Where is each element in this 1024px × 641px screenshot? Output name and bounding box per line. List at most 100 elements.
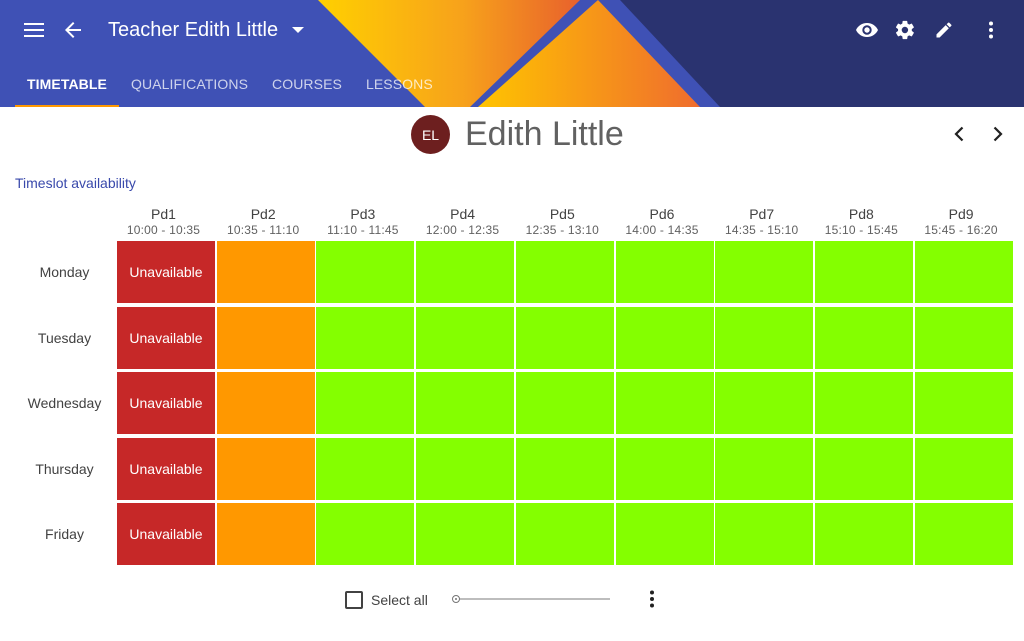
timeslot-cell[interactable]: Unavailable: [117, 306, 215, 369]
timeslot-cell[interactable]: [515, 241, 614, 303]
person-name: Edith Little: [465, 115, 624, 153]
slider-thumb[interactable]: [452, 595, 460, 603]
timeslot-cell[interactable]: [316, 306, 415, 369]
timeslot-cell[interactable]: Unavailable: [117, 437, 215, 500]
timeslot-cell[interactable]: [715, 372, 814, 434]
page-title: Teacher Edith Little: [108, 19, 279, 41]
period-name: Pd8: [848, 206, 874, 222]
timeslot-cell[interactable]: [914, 372, 1013, 434]
timeslot-cell[interactable]: Unavailable: [117, 503, 215, 565]
timeslot-cell[interactable]: [615, 306, 714, 369]
period-name: Pd4: [450, 206, 476, 222]
period-time: 11:10 - 11:45: [327, 223, 399, 237]
timeslot-cell[interactable]: [515, 503, 614, 565]
timeslot-cell[interactable]: [914, 241, 1013, 303]
timeslot-cell[interactable]: [814, 241, 913, 303]
timeslot-cell[interactable]: [914, 503, 1013, 565]
period-header-3: Pd3 11:10 - 11:45: [313, 206, 412, 238]
period-header-6: Pd6 14:00 - 14:35: [613, 206, 712, 238]
timeslot-cell[interactable]: [416, 437, 515, 500]
avatar: EL: [411, 115, 450, 154]
timeslot-cell[interactable]: [216, 503, 315, 565]
timeslot-cell[interactable]: [515, 372, 614, 434]
back-arrow-icon[interactable]: [55, 12, 91, 48]
period-name: Pd1: [151, 206, 176, 222]
timeslot-cell[interactable]: [615, 503, 714, 565]
timeslot-cell[interactable]: [615, 437, 714, 500]
slider-track[interactable]: [456, 598, 610, 600]
timeslot-cell[interactable]: [914, 437, 1013, 500]
dropdown-icon[interactable]: [280, 12, 316, 48]
timeslot-cell[interactable]: [416, 306, 515, 369]
period-name: Pd5: [549, 206, 575, 222]
timeslot-cell[interactable]: [914, 306, 1013, 369]
period-name: Pd2: [250, 206, 276, 222]
day-label-wednesday: Wednesday: [27, 395, 102, 411]
timeslot-cell[interactable]: [615, 372, 714, 434]
period-time: 12:35 - 13:10: [525, 223, 599, 237]
period-time: 14:35 - 15:10: [725, 223, 799, 237]
period-header-4: Pd4 12:00 - 12:35: [413, 206, 512, 238]
period-header-7: Pd7 14:35 - 15:10: [712, 206, 811, 238]
period-time: 10:00 - 10:35: [126, 223, 201, 237]
select-all-label: Select all: [371, 592, 428, 608]
period-header-9: Pd9 15:45 - 16:20: [912, 206, 1011, 238]
timeslot-cell[interactable]: [814, 372, 913, 434]
timeslot-cell[interactable]: [216, 241, 315, 303]
day-label-friday: Friday: [45, 526, 84, 542]
chevron-right-icon[interactable]: [984, 120, 1012, 148]
more-vert-icon[interactable]: [973, 12, 1009, 48]
period-header-5: Pd5 12:35 - 13:10: [513, 206, 612, 238]
period-header-2: Pd2 10:35 - 11:10: [214, 206, 313, 238]
period-time: 15:45 - 16:20: [924, 223, 998, 237]
timeslot-cell[interactable]: [216, 437, 315, 500]
section-label: Timeslot availability: [15, 175, 136, 191]
period-name: Pd7: [749, 206, 775, 222]
period-time: 14:00 - 14:35: [625, 223, 699, 237]
period-header-8: Pd8 15:10 - 15:45: [812, 206, 911, 238]
period-name: Pd6: [649, 206, 675, 222]
timeslot-cell[interactable]: Unavailable: [117, 241, 215, 303]
menu-icon[interactable]: [16, 12, 52, 48]
timeslot-cell[interactable]: [515, 306, 614, 369]
timeslot-cell[interactable]: [416, 241, 515, 303]
eye-icon[interactable]: [849, 12, 885, 48]
pencil-icon[interactable]: [926, 12, 962, 48]
tab-bar: TIMETABLE QUALIFICATIONS COURSES LESSONS: [15, 60, 445, 107]
timeslot-cell[interactable]: [814, 306, 913, 369]
tab-timetable[interactable]: TIMETABLE: [15, 60, 119, 107]
select-all-checkbox[interactable]: [345, 591, 363, 609]
tab-qualifications[interactable]: QUALIFICATIONS: [130, 75, 249, 92]
gear-icon[interactable]: [887, 12, 923, 48]
timeslot-cell[interactable]: [316, 372, 415, 434]
timeslot-cell[interactable]: [316, 437, 415, 500]
timeslot-cell[interactable]: [416, 372, 515, 434]
timeslot-cell[interactable]: [715, 503, 814, 565]
period-time: 12:00 - 12:35: [425, 223, 500, 237]
timeslot-cell[interactable]: [515, 437, 614, 500]
period-name: Pd9: [948, 206, 974, 222]
tab-lessons[interactable]: LESSONS: [365, 75, 433, 92]
period-time: 10:35 - 11:10: [226, 223, 300, 237]
timeslot-cell[interactable]: [216, 372, 315, 434]
timeslot-cell[interactable]: Unavailable: [117, 372, 215, 434]
period-name: Pd3: [350, 206, 376, 222]
timeslot-cell[interactable]: [416, 503, 515, 565]
timeslot-cell[interactable]: [715, 241, 814, 303]
day-label-tuesday: Tuesday: [37, 329, 92, 346]
timeslot-cell[interactable]: [316, 503, 415, 565]
timeslot-cell[interactable]: [814, 437, 913, 500]
app-bar: Teacher Edith Little TIMETABLE QUALIFICA…: [0, 0, 1024, 107]
day-label-monday: Monday: [39, 264, 90, 280]
timeslot-cell[interactable]: [715, 437, 814, 500]
period-time: 15:10 - 15:45: [824, 223, 899, 237]
timeslot-cell[interactable]: [615, 241, 714, 303]
header-decoration: [318, 0, 1024, 107]
timeslot-cell[interactable]: [715, 306, 814, 369]
chevron-left-icon[interactable]: [945, 120, 973, 148]
more-vert-icon[interactable]: [634, 581, 670, 617]
timeslot-cell[interactable]: [216, 306, 315, 369]
timeslot-cell[interactable]: [316, 241, 415, 303]
tab-courses[interactable]: COURSES: [272, 75, 342, 92]
timeslot-cell[interactable]: [814, 503, 913, 565]
